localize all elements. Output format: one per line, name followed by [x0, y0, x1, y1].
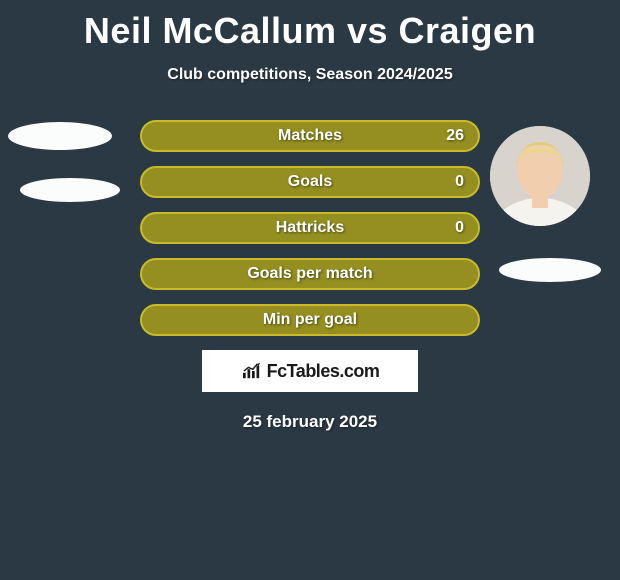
stat-bar-label: Goals [288, 173, 332, 191]
logo-text: FcTables.com [267, 361, 380, 382]
stat-bar: Matches 26 [140, 120, 480, 152]
stat-bar-label: Matches [278, 127, 342, 145]
comparison-bar-list: Matches 26 Goals 0 Hattricks 0 Goals per match… [140, 120, 480, 336]
stat-bar-value: 0 [455, 219, 464, 237]
stat-bar-value: 26 [446, 127, 464, 145]
stat-bar: Hattricks 0 [140, 212, 480, 244]
generated-date: 25 february 2025 [0, 412, 620, 432]
logo-chart-icon [241, 362, 263, 380]
stat-bar-label: Hattricks [276, 219, 344, 237]
stat-bar: Min per goal [140, 304, 480, 336]
page-subtitle: Club competitions, Season 2024/2025 [0, 66, 620, 84]
stat-bar-value: 0 [455, 173, 464, 191]
stat-bar-label: Min per goal [263, 311, 357, 329]
stat-bar-label: Goals per match [247, 265, 372, 283]
page-title: Neil McCallum vs Craigen [0, 0, 620, 52]
stat-bar: Goals 0 [140, 166, 480, 198]
logo-badge: FcTables.com [202, 350, 418, 392]
stat-bar: Goals per match [140, 258, 480, 290]
